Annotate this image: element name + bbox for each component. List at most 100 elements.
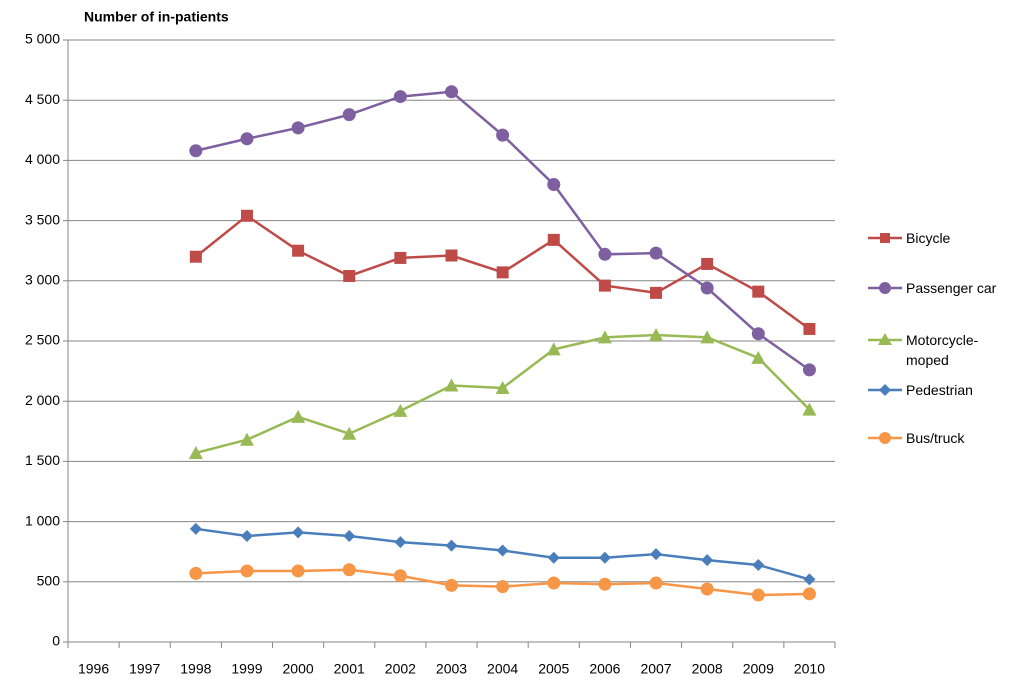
y-tick-label: 3 000 (25, 272, 60, 288)
y-tick-label: 4 500 (25, 91, 60, 107)
marker (240, 530, 253, 543)
marker (445, 578, 458, 592)
marker (701, 554, 714, 567)
x-tick-label: 1997 (129, 661, 160, 677)
y-tick-label: 4 000 (25, 151, 60, 167)
marker (342, 563, 356, 577)
legend-label: Motorcycle-moped (906, 332, 979, 368)
y-tick-label: 5 000 (25, 31, 60, 47)
legend-swatch (868, 282, 902, 294)
legend-item: Passenger car (868, 278, 1008, 298)
marker (342, 108, 356, 122)
y-tick-label: 1 000 (25, 512, 60, 528)
marker (546, 342, 561, 356)
marker (444, 378, 459, 392)
marker (751, 350, 766, 364)
x-tick-label: 2010 (794, 661, 825, 677)
x-tick-label: 2001 (334, 661, 365, 677)
marker (343, 269, 356, 282)
marker (445, 249, 458, 262)
marker (700, 281, 714, 295)
legend-swatch (868, 432, 902, 444)
x-tick-label: 2005 (538, 661, 569, 677)
marker (291, 121, 305, 135)
marker (189, 566, 203, 580)
marker (240, 209, 253, 222)
marker (342, 426, 357, 440)
marker (496, 128, 510, 142)
y-tick-label: 1 500 (25, 452, 60, 468)
marker (547, 177, 561, 191)
marker (445, 539, 458, 552)
marker (393, 569, 407, 583)
x-tick-label: 2006 (589, 661, 620, 677)
x-tick-label: 1996 (78, 661, 109, 677)
marker (597, 330, 612, 344)
legend-item: Motorcycle-moped (868, 330, 1008, 370)
marker (291, 564, 305, 578)
x-tick-label: 2008 (692, 661, 723, 677)
x-tick-label: 2009 (743, 661, 774, 677)
marker (496, 580, 510, 594)
x-tick-label: 2002 (385, 661, 416, 677)
marker (700, 330, 715, 344)
marker (394, 251, 407, 264)
x-tick-label: 1998 (180, 661, 211, 677)
marker (394, 536, 407, 549)
x-tick-label: 2003 (436, 661, 467, 677)
y-tick-label: 2 500 (25, 332, 60, 348)
marker (547, 233, 560, 246)
marker (292, 526, 305, 539)
x-tick-label: 2000 (283, 661, 314, 677)
legend-label: Bicycle (906, 230, 951, 246)
y-tick-label: 3 500 (25, 211, 60, 227)
marker (650, 286, 663, 299)
marker (188, 445, 203, 459)
marker (393, 403, 408, 417)
marker (802, 363, 816, 377)
marker (701, 257, 714, 270)
legend-label: Bus/truck (906, 430, 965, 446)
legend-item: Pedestrian (868, 380, 1008, 400)
marker (752, 558, 765, 571)
y-axis-title: Number of in-patients (84, 9, 229, 25)
x-tick-label: 2007 (640, 661, 671, 677)
marker (496, 544, 509, 557)
x-tick-label: 2004 (487, 661, 518, 677)
marker (292, 244, 305, 257)
marker (445, 85, 458, 99)
legend-swatch (868, 333, 902, 345)
marker (189, 250, 202, 263)
marker (240, 564, 254, 578)
marker (189, 144, 203, 158)
marker (495, 380, 510, 394)
marker (649, 576, 663, 590)
marker (803, 573, 816, 586)
legend-item: Bicycle (868, 228, 1008, 248)
legend-swatch (868, 233, 902, 243)
marker (598, 577, 612, 591)
marker (598, 279, 611, 292)
marker (802, 587, 816, 601)
marker (240, 132, 254, 146)
marker (649, 327, 664, 341)
marker (189, 522, 202, 535)
legend-swatch (868, 384, 902, 396)
x-tick-label: 1999 (231, 661, 262, 677)
marker (239, 432, 254, 446)
y-tick-label: 0 (52, 633, 60, 649)
y-tick-label: 2 000 (25, 392, 60, 408)
marker (343, 530, 356, 543)
marker (547, 576, 561, 590)
marker (496, 266, 509, 279)
marker (751, 588, 765, 602)
y-tick-label: 500 (37, 573, 61, 589)
marker (802, 402, 817, 416)
marker (649, 246, 663, 260)
series-line (195, 333, 811, 455)
marker (803, 322, 816, 335)
marker (547, 551, 560, 564)
marker (650, 548, 663, 561)
